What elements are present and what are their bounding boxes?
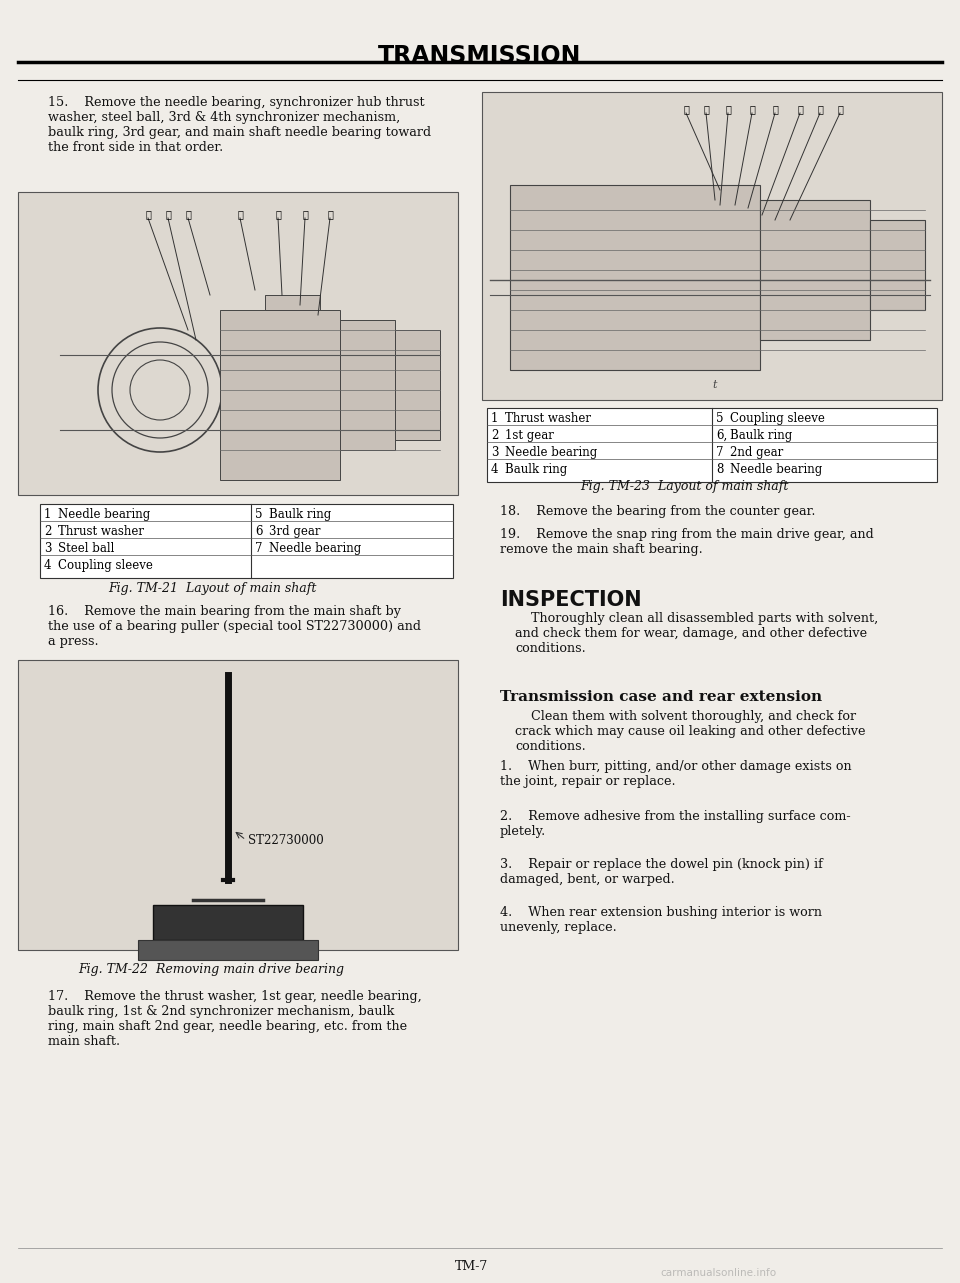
- Text: INSPECTION: INSPECTION: [500, 590, 641, 609]
- Text: Baulk ring: Baulk ring: [505, 463, 567, 476]
- Text: 19.    Remove the snap ring from the main drive gear, and
remove the main shaft : 19. Remove the snap ring from the main d…: [500, 529, 874, 556]
- Bar: [482, 92, 942, 400]
- Text: 5: 5: [255, 508, 262, 521]
- Text: 1st gear: 1st gear: [505, 429, 554, 441]
- Text: Coupling sleeve: Coupling sleeve: [730, 412, 825, 425]
- Bar: [760, 200, 870, 340]
- Text: 3: 3: [491, 445, 498, 459]
- Text: Needle bearing: Needle bearing: [269, 541, 361, 554]
- Text: 18.    Remove the bearing from the counter gear.: 18. Remove the bearing from the counter …: [500, 506, 815, 518]
- Text: 4: 4: [491, 463, 498, 476]
- Text: 8: 8: [716, 463, 724, 476]
- Bar: [40, 504, 453, 579]
- Bar: [395, 330, 440, 440]
- Bar: [340, 319, 395, 450]
- Text: 4.    When rear extension bushing interior is worn
unevenly, replace.: 4. When rear extension bushing interior …: [500, 906, 822, 934]
- Text: Fig. TM-22  Removing main drive bearing: Fig. TM-22 Removing main drive bearing: [78, 964, 344, 976]
- Text: ④: ④: [237, 210, 243, 219]
- Text: ⑦: ⑦: [327, 210, 333, 219]
- Text: 1: 1: [491, 412, 498, 425]
- Text: 2.    Remove adhesive from the installing surface com-
pletely.: 2. Remove adhesive from the installing s…: [500, 810, 851, 838]
- Text: Thrust washer: Thrust washer: [505, 412, 591, 425]
- Text: Needle bearing: Needle bearing: [505, 445, 597, 459]
- Bar: [510, 185, 760, 370]
- Text: 6,: 6,: [716, 429, 728, 441]
- Text: 2: 2: [491, 429, 498, 441]
- Bar: [870, 219, 925, 310]
- Text: 7: 7: [255, 541, 262, 554]
- Text: 4: 4: [44, 558, 52, 572]
- Bar: [18, 659, 458, 949]
- Text: ⑤: ⑤: [772, 105, 778, 114]
- Text: ①: ①: [684, 105, 689, 114]
- Bar: [487, 408, 937, 482]
- Bar: [265, 295, 320, 310]
- Text: 1.    When burr, pitting, and/or other damage exists on
the joint, repair or rep: 1. When burr, pitting, and/or other dama…: [500, 760, 852, 788]
- Text: ②: ②: [703, 105, 708, 114]
- Text: 16.    Remove the main bearing from the main shaft by
the use of a bearing pulle: 16. Remove the main bearing from the mai…: [48, 606, 421, 648]
- Text: ⑥: ⑥: [797, 105, 803, 114]
- Text: Thoroughly clean all disassembled parts with solvent,
and check them for wear, d: Thoroughly clean all disassembled parts …: [515, 612, 878, 656]
- Text: t: t: [712, 380, 717, 390]
- Text: ③: ③: [165, 210, 171, 219]
- Text: ①: ①: [145, 210, 151, 219]
- Text: ⑧: ⑧: [837, 105, 843, 114]
- Text: Fig. TM-23  Layout of main shaft: Fig. TM-23 Layout of main shaft: [580, 480, 788, 493]
- Text: Fig. TM-21  Layout of main shaft: Fig. TM-21 Layout of main shaft: [108, 582, 317, 595]
- Text: ST22730000: ST22730000: [248, 834, 324, 847]
- Text: Needle bearing: Needle bearing: [730, 463, 823, 476]
- Text: 15.    Remove the needle bearing, synchronizer hub thrust
washer, steel ball, 3r: 15. Remove the needle bearing, synchroni…: [48, 96, 431, 154]
- Text: ③: ③: [725, 105, 731, 114]
- Text: Coupling sleeve: Coupling sleeve: [58, 558, 153, 572]
- Text: 7: 7: [716, 445, 724, 459]
- Text: ⑥: ⑥: [302, 210, 308, 219]
- Text: 3: 3: [44, 541, 52, 554]
- Text: 2: 2: [44, 525, 52, 538]
- Text: TRANSMISSION: TRANSMISSION: [378, 44, 582, 68]
- Text: 17.    Remove the thrust washer, 1st gear, needle bearing,
baulk ring, 1st & 2nd: 17. Remove the thrust washer, 1st gear, …: [48, 990, 421, 1048]
- Text: Baulk ring: Baulk ring: [269, 508, 331, 521]
- Text: ⑦: ⑦: [817, 105, 823, 114]
- Text: ②: ②: [185, 210, 191, 219]
- Text: 5: 5: [716, 412, 724, 425]
- Text: 2nd gear: 2nd gear: [730, 445, 783, 459]
- Text: Transmission case and rear extension: Transmission case and rear extension: [500, 690, 822, 704]
- Text: TM-7: TM-7: [455, 1260, 489, 1273]
- Text: Clean them with solvent thoroughly, and check for
crack which may cause oil leak: Clean them with solvent thoroughly, and …: [515, 709, 866, 753]
- Bar: [220, 310, 340, 480]
- Text: 1: 1: [44, 508, 52, 521]
- Text: 3rd gear: 3rd gear: [269, 525, 321, 538]
- Text: Thrust washer: Thrust washer: [58, 525, 144, 538]
- Text: 3.    Repair or replace the dowel pin (knock pin) if
damaged, bent, or warped.: 3. Repair or replace the dowel pin (knoc…: [500, 858, 823, 887]
- Text: Needle bearing: Needle bearing: [58, 508, 151, 521]
- Text: 6: 6: [255, 525, 262, 538]
- Text: Baulk ring: Baulk ring: [730, 429, 792, 441]
- Text: ④: ④: [749, 105, 755, 114]
- Text: Steel ball: Steel ball: [58, 541, 114, 554]
- Text: carmanualsonline.info: carmanualsonline.info: [660, 1268, 776, 1278]
- Bar: [153, 905, 303, 940]
- Text: ⑤: ⑤: [276, 210, 281, 219]
- Bar: [18, 192, 458, 495]
- Bar: [138, 940, 318, 960]
